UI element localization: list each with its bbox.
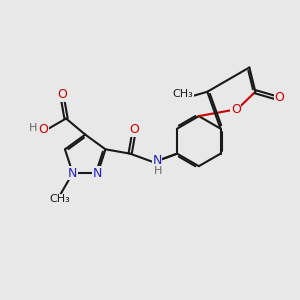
- Text: CH₃: CH₃: [50, 194, 70, 204]
- Text: O: O: [38, 123, 48, 136]
- Text: O: O: [57, 88, 67, 101]
- Text: O: O: [129, 123, 139, 136]
- Text: H: H: [29, 123, 37, 133]
- Text: H: H: [154, 166, 162, 176]
- Text: O: O: [274, 91, 284, 104]
- Text: N: N: [93, 167, 102, 180]
- Text: N: N: [68, 167, 77, 180]
- Text: N: N: [152, 154, 162, 167]
- Text: O: O: [231, 103, 241, 116]
- Text: CH₃: CH₃: [173, 89, 194, 99]
